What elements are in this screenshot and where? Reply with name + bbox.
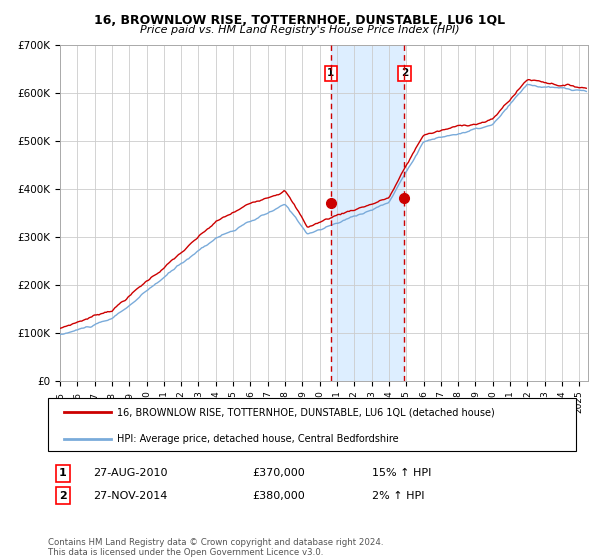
FancyBboxPatch shape — [48, 398, 576, 451]
Text: 16, BROWNLOW RISE, TOTTERNHOE, DUNSTABLE, LU6 1QL (detached house): 16, BROWNLOW RISE, TOTTERNHOE, DUNSTABLE… — [116, 408, 494, 418]
Text: 1: 1 — [59, 468, 67, 478]
Text: 27-NOV-2014: 27-NOV-2014 — [93, 491, 167, 501]
Bar — [331, 45, 404, 381]
Text: 16, BROWNLOW RISE, TOTTERNHOE, DUNSTABLE, LU6 1QL: 16, BROWNLOW RISE, TOTTERNHOE, DUNSTABLE… — [94, 14, 506, 27]
Text: 2: 2 — [401, 68, 408, 78]
Text: Price paid vs. HM Land Registry's House Price Index (HPI): Price paid vs. HM Land Registry's House … — [140, 25, 460, 35]
Text: HPI: Average price, detached house, Central Bedfordshire: HPI: Average price, detached house, Cent… — [116, 434, 398, 444]
Text: 15% ↑ HPI: 15% ↑ HPI — [372, 468, 431, 478]
Text: £380,000: £380,000 — [252, 491, 305, 501]
Text: 1: 1 — [327, 68, 335, 78]
Text: Contains HM Land Registry data © Crown copyright and database right 2024.
This d: Contains HM Land Registry data © Crown c… — [48, 538, 383, 557]
Text: 27-AUG-2010: 27-AUG-2010 — [93, 468, 167, 478]
Text: 2% ↑ HPI: 2% ↑ HPI — [372, 491, 425, 501]
Text: 2: 2 — [59, 491, 67, 501]
Text: £370,000: £370,000 — [252, 468, 305, 478]
